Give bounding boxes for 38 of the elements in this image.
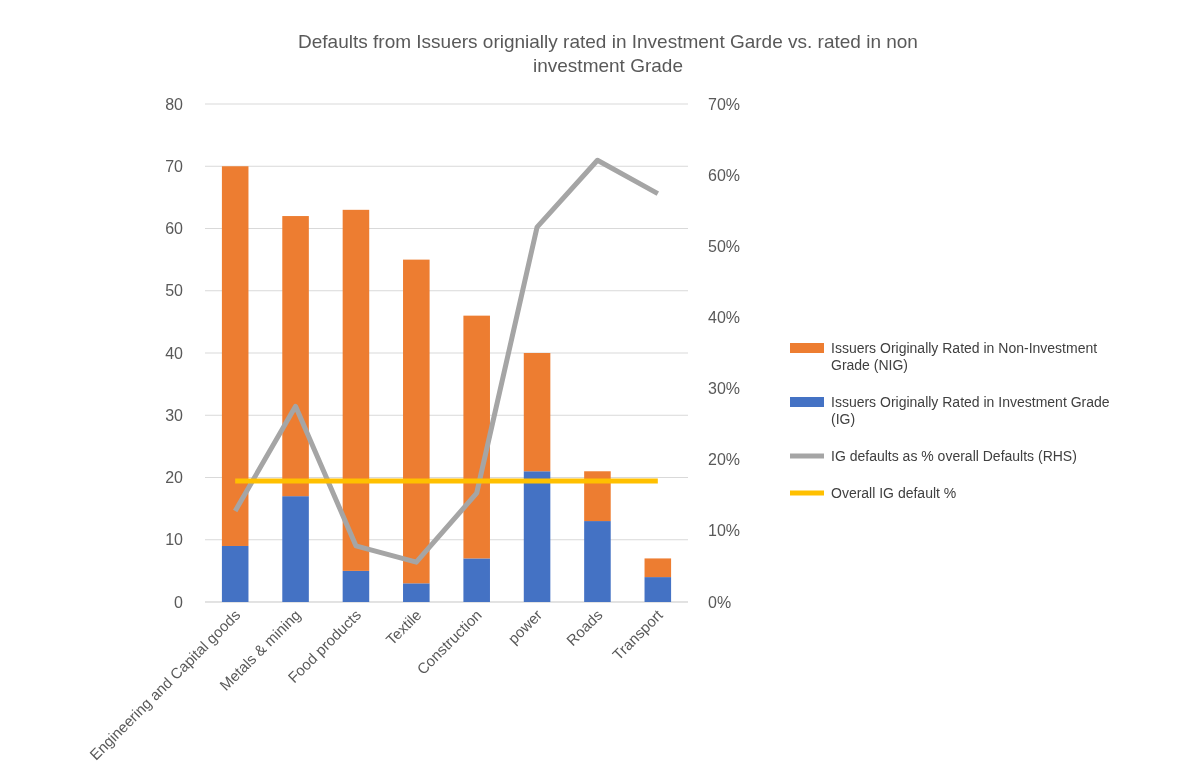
y2-tick-label: 30% <box>708 380 741 398</box>
y2-tick-label: 40% <box>708 309 741 327</box>
bar <box>342 570 370 602</box>
y-tick-label: 10 <box>165 531 184 549</box>
bar <box>282 216 309 497</box>
bar <box>523 471 551 602</box>
bar <box>463 558 490 602</box>
bar <box>584 471 611 522</box>
bar <box>221 166 249 546</box>
legend-label: Overall IG default % <box>831 485 957 501</box>
y2-tick-label: 50% <box>708 237 741 255</box>
bar <box>584 521 611 602</box>
legend-label: IG defaults as % overall Defaults (RHS) <box>831 448 1077 464</box>
legend-label: Issuers Originally Rated in Non-Investment Grade (NIG) <box>831 340 1098 373</box>
bar <box>463 315 490 559</box>
bar <box>403 259 430 584</box>
y-tick-label: 30 <box>165 406 184 424</box>
y2-tick-label: 10% <box>708 522 741 540</box>
y-tick-label: 0 <box>174 593 184 611</box>
bar <box>403 583 430 602</box>
bar <box>644 577 672 602</box>
legend-label: Issuers Originally Rated in Investment Grade (IG) <box>831 394 1110 427</box>
y2-tick-label: 20% <box>708 451 741 469</box>
bar <box>644 558 672 578</box>
bar <box>282 496 309 602</box>
y-tick-label: 70 <box>165 157 184 175</box>
bar <box>523 353 551 472</box>
y-tick-label: 80 <box>165 95 184 113</box>
y2-tick-label: 60% <box>708 166 741 184</box>
bar <box>342 209 370 571</box>
y2-tick-label: 70% <box>708 95 741 113</box>
y-tick-label: 40 <box>165 344 184 362</box>
y2-tick-label: 0% <box>708 593 732 611</box>
y-tick-label: 20 <box>165 469 184 487</box>
y-tick-label: 50 <box>165 282 184 300</box>
chart-title: Defaults from Issuers orignially rated in Investment Garde vs. rated in non investment Grade <box>298 31 918 76</box>
bar <box>221 545 249 602</box>
y-tick-label: 60 <box>165 220 184 238</box>
